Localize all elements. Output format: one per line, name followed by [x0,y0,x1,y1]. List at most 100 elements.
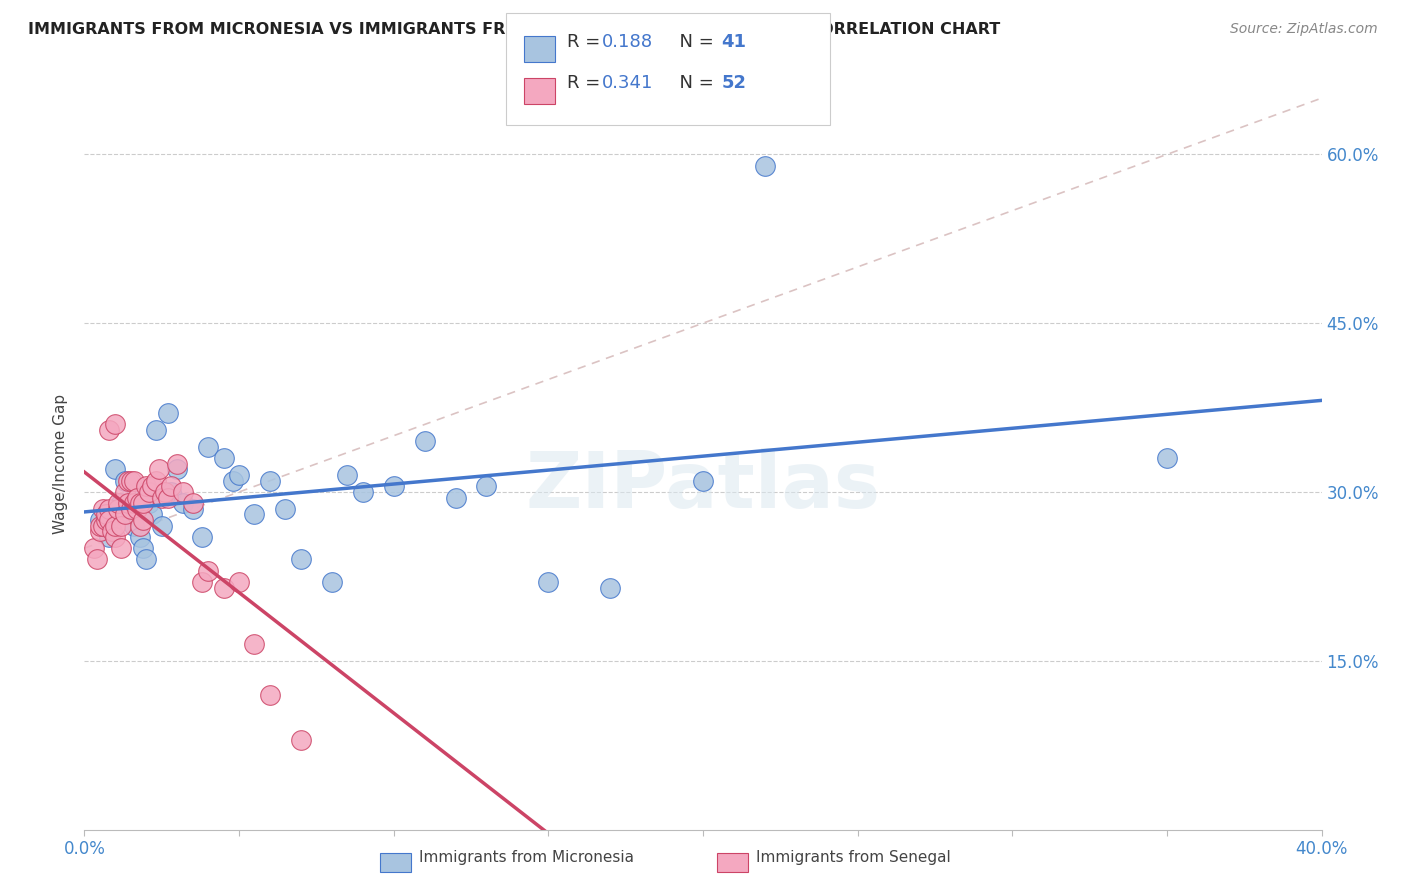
Point [122,496,145,510]
Point [181,501,204,516]
Text: Immigrants from Senegal: Immigrants from Senegal [756,850,952,865]
Point [197,564,219,578]
Point [150,491,173,505]
Text: Immigrants from Micronesia: Immigrants from Micronesia [419,850,634,865]
Point [125,491,148,505]
Point [148,462,170,476]
Point [321,574,343,589]
Point [599,581,621,595]
Point [160,485,183,500]
Point [98,530,121,544]
Point [191,574,214,589]
Point [166,462,188,476]
Point [692,474,714,488]
Point [129,518,152,533]
Point [172,496,194,510]
Point [156,406,179,420]
Point [141,508,163,522]
Point [94,508,117,522]
Point [83,541,105,556]
Point [101,524,124,539]
Point [129,530,152,544]
Point [259,688,281,702]
Point [117,496,139,510]
Point [86,552,108,566]
Point [222,474,245,488]
Point [243,637,266,651]
Text: 41: 41 [721,33,747,51]
Point [125,485,148,500]
Point [153,485,176,500]
Point [91,501,114,516]
Point [107,496,129,510]
Text: N =: N = [668,33,720,51]
Point [98,423,121,437]
Point [444,491,467,505]
Point [89,518,111,533]
Point [336,468,359,483]
Point [290,552,312,566]
Point [114,485,136,500]
Text: IMMIGRANTS FROM MICRONESIA VS IMMIGRANTS FROM SENEGAL WAGE/INCOME GAP CORRELATIO: IMMIGRANTS FROM MICRONESIA VS IMMIGRANTS… [28,22,1001,37]
Point [122,474,145,488]
Point [212,581,235,595]
Point [120,474,142,488]
Point [138,485,160,500]
Point [138,496,160,510]
Point [197,440,219,454]
Point [212,451,235,466]
Point [191,530,214,544]
Text: ZIPatlas: ZIPatlas [526,448,880,524]
Point [259,474,281,488]
Point [172,485,194,500]
Point [125,501,148,516]
Point [1156,451,1178,466]
Text: 52: 52 [721,74,747,92]
Point [104,530,127,544]
Point [754,159,776,173]
Point [110,496,132,510]
Point [166,457,188,471]
Point [94,513,117,527]
Point [135,479,157,493]
Point [104,518,127,533]
Point [160,479,183,493]
Point [89,524,111,539]
Point [104,417,127,432]
Point [145,423,167,437]
Point [104,462,127,476]
Text: 0.341: 0.341 [602,74,654,92]
Text: R =: R = [567,74,606,92]
Point [117,474,139,488]
Point [132,541,155,556]
Point [110,518,132,533]
Point [129,496,152,510]
Point [110,541,132,556]
Point [352,485,374,500]
Point [145,474,167,488]
Point [132,513,155,527]
Point [413,434,436,449]
Point [274,501,297,516]
Y-axis label: Wage/Income Gap: Wage/Income Gap [53,393,69,534]
Text: R =: R = [567,33,606,51]
Point [156,491,179,505]
Point [107,501,129,516]
Point [475,479,498,493]
Point [150,518,173,533]
Point [114,474,136,488]
Point [228,574,250,589]
Point [98,501,121,516]
Point [382,479,405,493]
Point [120,501,142,516]
Point [89,513,111,527]
Point [135,552,157,566]
Point [114,508,136,522]
Text: N =: N = [668,74,720,92]
Text: Source: ZipAtlas.com: Source: ZipAtlas.com [1230,22,1378,37]
Point [290,732,312,747]
Point [181,496,204,510]
Point [243,508,266,522]
Text: 0.188: 0.188 [602,33,652,51]
Point [141,479,163,493]
